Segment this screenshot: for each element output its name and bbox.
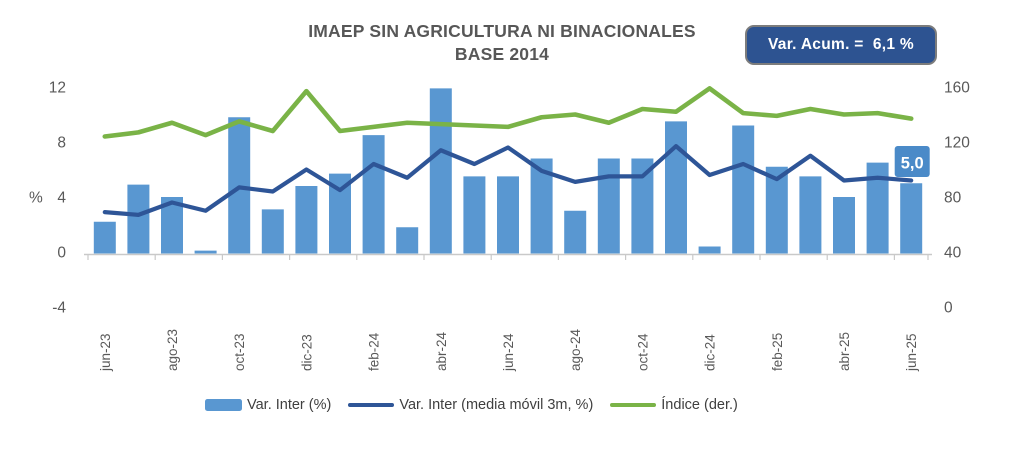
left-axis-tick--4: -4 <box>52 300 66 317</box>
x-axis-label-oct-23: oct-23 <box>232 333 247 371</box>
bar-swatch-icon <box>205 399 242 411</box>
right-axis-tick-0: 0 <box>944 300 953 317</box>
bar-feb-25 <box>765 166 788 254</box>
right-axis-tick-160: 160 <box>944 80 970 97</box>
right-axis-tick-120: 120 <box>944 135 970 152</box>
bar-ene-25 <box>732 125 755 254</box>
legend-item-var-inter: Var. Inter (%) <box>205 397 331 413</box>
legend-label-var-inter: Var. Inter (%) <box>247 397 332 413</box>
bar-jul-24 <box>530 158 553 254</box>
bar-jun-23 <box>93 221 116 254</box>
x-axis-label-ago-24: ago-24 <box>568 328 583 371</box>
left-axis-tick-0: 0 <box>57 245 66 262</box>
last-value-label-box <box>894 146 930 177</box>
bar-abr-24 <box>429 88 452 254</box>
bar-abr-25 <box>833 197 855 254</box>
bar-dic-24 <box>698 246 721 254</box>
x-axis-label-dic-23: dic-23 <box>299 334 314 371</box>
y-axis-label: % <box>29 190 43 207</box>
x-axis-label-abr-24: abr-24 <box>434 331 449 371</box>
bar-nov-23 <box>261 209 284 254</box>
bar-dic-23 <box>295 186 318 254</box>
chart-title-line2: BASE 2014 <box>454 43 550 64</box>
last-value-label: 5,0 <box>901 155 924 173</box>
bar-ago-24 <box>564 210 587 254</box>
left-axis-tick-4: 4 <box>57 190 66 207</box>
bar-mar-25 <box>799 176 822 254</box>
x-axis-label-jun-23: jun-23 <box>98 333 113 372</box>
legend-label-indice: Índice (der.) <box>661 397 738 413</box>
green-line-swatch-icon <box>610 402 657 408</box>
bar-jul-23 <box>127 184 150 254</box>
indice-line <box>102 86 914 139</box>
x-axis-label-feb-25: feb-25 <box>770 333 785 371</box>
legend-item-media-movil: Var. Inter (media móvil 3m, %) <box>348 397 593 413</box>
bar-may-24 <box>463 176 486 254</box>
legend-label-media-movil: Var. Inter (media móvil 3m, %) <box>399 397 594 413</box>
x-axis-label-jun-25: jun-25 <box>904 333 919 372</box>
bar-sep-24 <box>597 158 620 254</box>
x-axis-label-feb-24: feb-24 <box>367 332 382 371</box>
right-axis-tick-40: 40 <box>944 245 962 262</box>
bar-jun-25 <box>900 183 923 254</box>
var-acum-badge: Var. Acum. = 6,1 % <box>745 25 937 65</box>
x-axis-label-abr-25: abr-25 <box>837 332 852 371</box>
right-axis-tick-80: 80 <box>944 190 962 207</box>
bar-oct-24 <box>631 158 654 254</box>
chart-title-line1: IMAEP SIN AGRICULTURA NI BINACIONALES <box>308 21 696 41</box>
x-axis-label-dic-24: dic-24 <box>703 334 718 371</box>
chart-title: IMAEP SIN AGRICULTURA NI BINACIONALES BA… <box>0 20 1004 65</box>
x-axis-label-ago-23: ago-23 <box>165 329 180 371</box>
dark-line-swatch-icon <box>348 402 395 408</box>
x-axis-label-jun-24: jun-24 <box>501 333 516 372</box>
left-axis-tick-8: 8 <box>57 135 66 152</box>
bar-may-25 <box>866 162 889 254</box>
left-axis-tick-12: 12 <box>49 80 66 97</box>
legend: Var. Inter (%) Var. Inter (media móvil 3… <box>205 392 738 418</box>
bar-mar-24 <box>396 227 419 254</box>
x-axis-label-oct-24: oct-24 <box>635 333 650 371</box>
bar-jun-24 <box>497 176 519 254</box>
bar-nov-24 <box>665 121 687 254</box>
moving-avg-line <box>102 144 914 217</box>
bar-ene-24 <box>329 173 351 254</box>
bar-sep-23 <box>194 250 217 254</box>
legend-item-indice: Índice (der.) <box>610 397 738 413</box>
bar-feb-24 <box>362 135 385 254</box>
bar-ago-23 <box>161 197 183 254</box>
